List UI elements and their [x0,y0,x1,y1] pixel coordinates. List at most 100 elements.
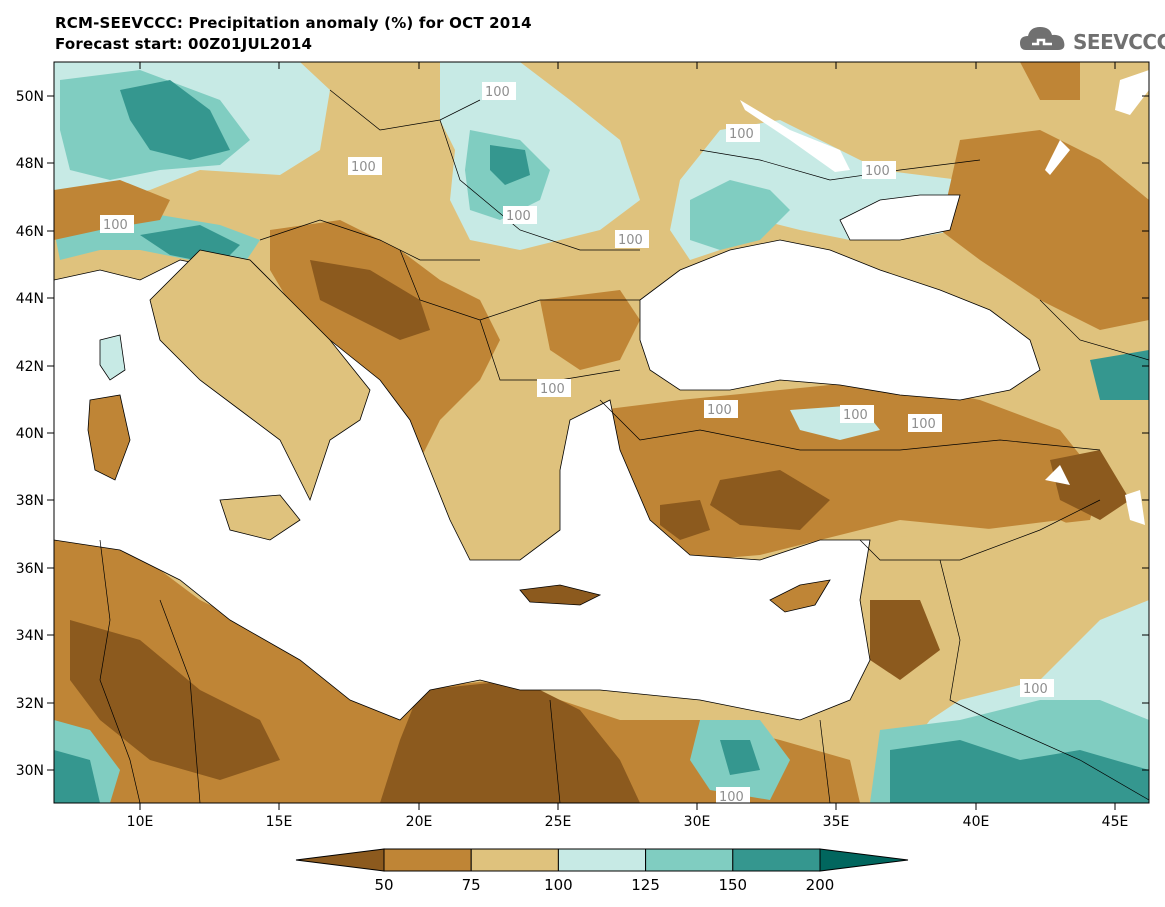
region-darkbrown [1050,450,1130,520]
colorbar-label: 150 [718,876,747,894]
cloud-icon [1020,27,1065,50]
border [439,119,640,251]
lat-label: 40N [16,426,44,442]
region-teal-dark [490,145,530,185]
contour-label-bg [503,206,537,224]
contour-label-bg [537,379,571,397]
region-darkbrown [70,620,280,780]
contour-label-bg [1020,679,1054,697]
corsica [99,334,126,381]
lat-label: 42N [16,359,44,375]
colorbar-segment [383,848,472,872]
border [699,149,981,181]
contour-label-bg [840,405,874,423]
country-borders [99,89,1149,803]
region-teal-dark [120,80,230,160]
sea-of-azov [839,194,961,241]
italy-land [149,249,371,502]
contour-label-bg [716,787,750,805]
lon-label: 45E [1102,814,1129,830]
region-teal-dark [720,740,760,775]
nodata-patch [1115,70,1149,115]
colorbar-label: 100 [544,876,573,894]
border [859,499,1101,561]
sea-areas [54,194,1041,721]
border [99,539,141,803]
contour-label-bg [348,157,382,175]
contour-label-bg [908,414,942,432]
region-teal-mid [690,180,790,250]
region-darkbrown [380,680,640,803]
nodata-patch [1045,140,1070,175]
colorbar-label: 75 [462,876,481,894]
sicily [219,494,301,541]
contour-label: 100 [729,127,754,142]
colorbar: 50 75 100 125 150 200 [295,848,909,894]
contour-label: 100 [719,790,744,805]
lat-label: 36N [16,561,44,577]
region-brown [54,180,170,240]
contour-label: 100 [1023,682,1048,697]
cyprus [769,579,831,613]
contour-label: 100 [843,408,868,423]
lon-label: 40E [963,814,990,830]
region-teal-dark [54,750,100,803]
border [1039,299,1149,361]
logo-text: SEEVCCC [1073,30,1165,54]
region-darkbrown [870,600,940,680]
lat-label: 34N [16,628,44,644]
nodata-patch [1125,490,1145,525]
lat-label: 50N [16,89,44,105]
latitude-axis: 50N 48N 46N 44N 42N 40N 38N 36N 34N 32N 30N [16,89,1149,779]
lat-label: 46N [16,224,44,240]
contour-label: 100 [485,85,510,100]
sardinia [87,394,131,481]
lon-label: 10E [127,814,154,830]
lat-label: 44N [16,291,44,307]
contour-label: 100 [506,209,531,224]
border [599,399,1101,451]
lat-label: 32N [16,696,44,712]
region-brown [1020,62,1080,100]
border [259,219,480,261]
contour-label: 100 [351,160,376,175]
black-sea [639,239,1041,401]
lon-label: 15E [266,814,293,830]
nodata-patch [1045,465,1070,485]
region-darkbrown [660,500,710,540]
colorbar-segment [645,848,734,872]
border [819,719,831,803]
islands [87,334,831,613]
border [549,699,561,803]
contour-label-bg [100,215,134,233]
colorbar-label: 200 [806,876,835,894]
colorbar-segment [732,848,821,872]
contour-label: 100 [707,403,732,418]
region-brown [540,290,640,370]
colorbar-label: 50 [374,876,393,894]
region-darkbrown [710,470,830,530]
lon-label: 30E [684,814,711,830]
contour-label: 100 [865,164,890,179]
lon-label: 35E [823,814,850,830]
contour-label: 100 [103,218,128,233]
longitude-axis: 10E 15E 20E 25E 30E 35E 40E 45E [127,62,1129,830]
colorbar-segment [295,848,385,872]
lat-label: 38N [16,493,44,509]
border [159,599,201,803]
contour-label: 100 [540,382,565,397]
border [939,559,1149,801]
contour-label-bg [862,161,896,179]
nodata-patch [740,100,850,172]
colorbar-label: 125 [631,876,660,894]
contour-label-bg [726,124,760,142]
region-teal-dark [1090,350,1149,400]
seevccc-logo: SEEVCCC [1018,20,1165,60]
border [479,319,621,381]
contour-labels: 100 100 100 100 100 100 100 100 100 100 … [100,82,1054,805]
chart-subtitle: Forecast start: 00Z01JUL2014 [55,35,313,53]
crete [519,584,602,606]
lon-label: 20E [406,814,433,830]
region-darkbrown [310,260,430,340]
